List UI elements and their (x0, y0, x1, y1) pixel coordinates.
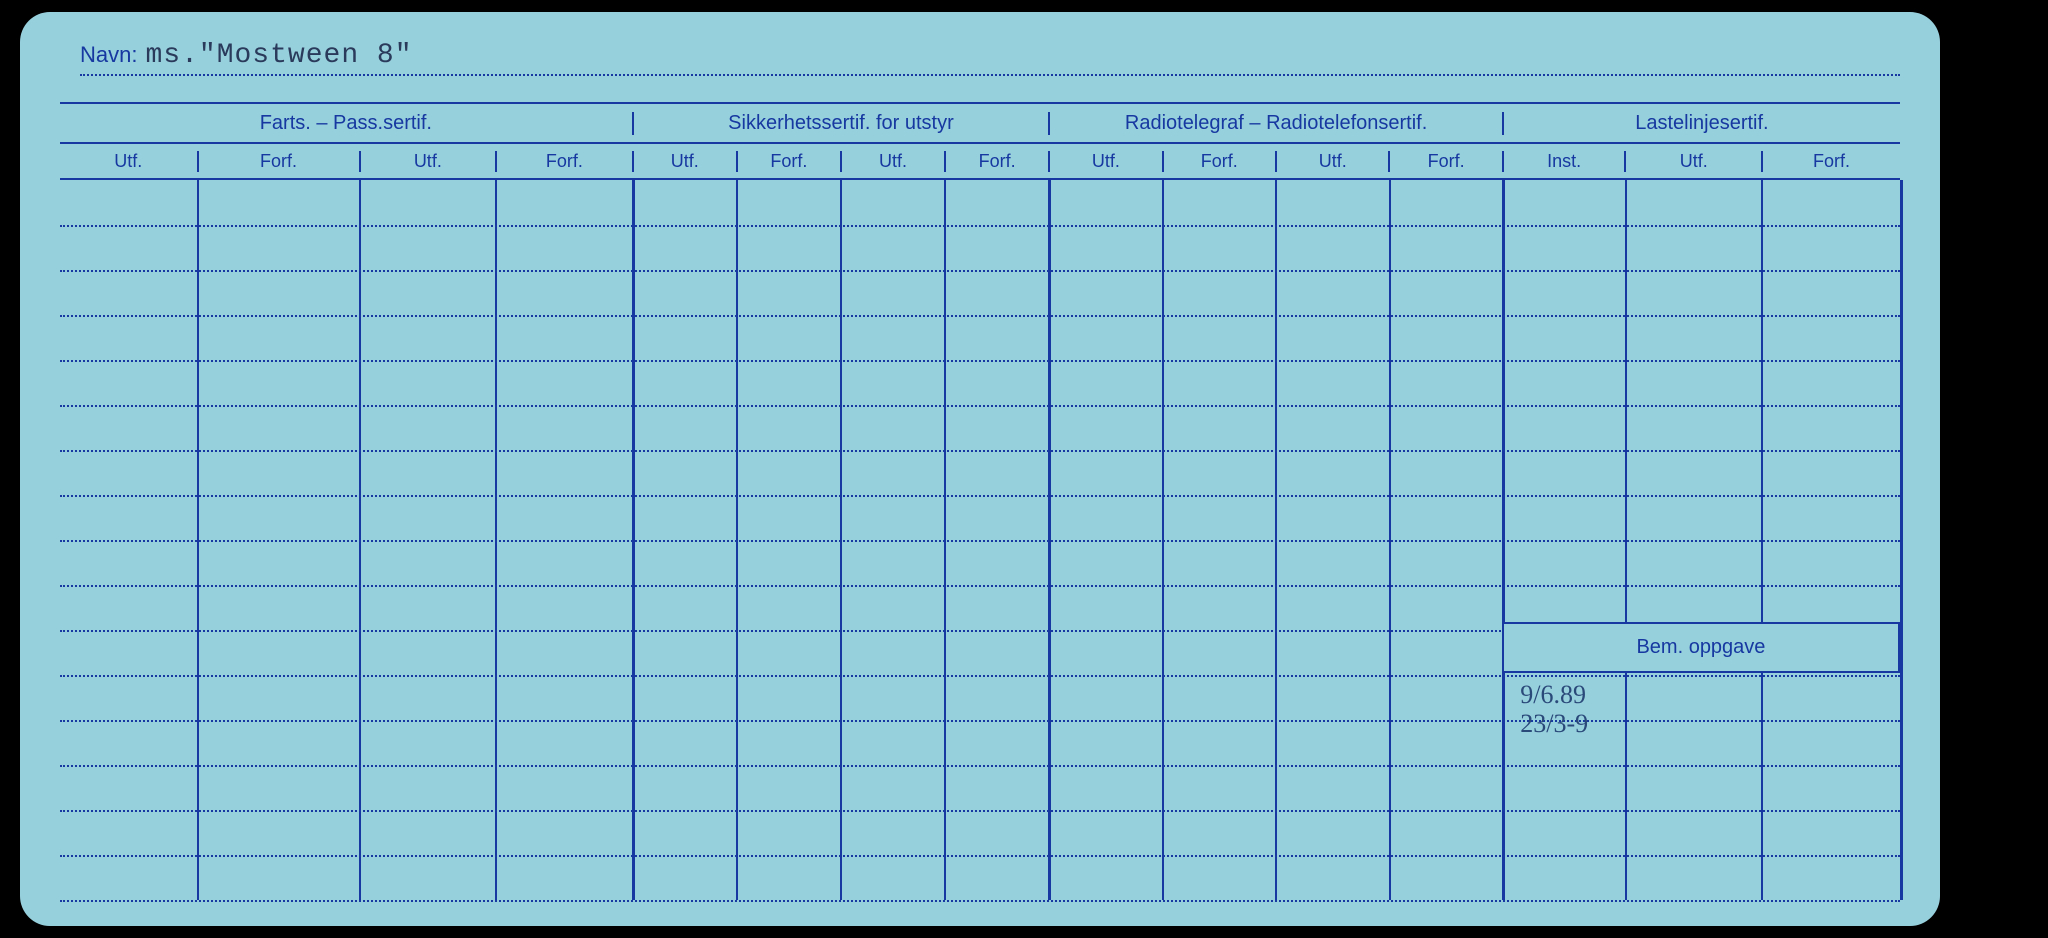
sub-header: Forf. (1388, 151, 1501, 172)
navn-underline (80, 74, 1900, 76)
group-header: Farts. – Pass.sertif. (60, 112, 632, 135)
sub-headers-row: Utf.Forf.Utf.Forf.Utf.Forf.Utf.Forf.Utf.… (60, 142, 1900, 180)
group-headers-row: Farts. – Pass.sertif.Sikkerhetssertif. f… (60, 104, 1900, 142)
row-line (60, 585, 1900, 587)
sub-header: Forf. (1162, 151, 1275, 172)
sub-header: Forf. (197, 151, 359, 172)
row-line (60, 315, 1900, 317)
group-header: Lastelinjesertif. (1502, 112, 1900, 135)
sub-header: Utf. (632, 151, 736, 172)
punch-hole (1970, 113, 2018, 161)
row-line (60, 540, 1900, 542)
row-line (60, 450, 1900, 452)
bem-divider (1625, 675, 1627, 900)
sub-header: Inst. (1502, 151, 1625, 172)
row-line (60, 405, 1900, 407)
navn-value: ms."Mostween 8" (145, 40, 412, 71)
handwritten-entry: 23/3-9 (1520, 710, 1588, 739)
row-line (60, 360, 1900, 362)
row-line (60, 225, 1900, 227)
punch-hole (1970, 611, 2018, 659)
punch-hole (1970, 196, 2018, 244)
row-line (60, 900, 1900, 902)
punch-hole (1970, 694, 2018, 742)
sub-header: Forf. (736, 151, 840, 172)
index-card: Navn: ms."Mostween 8" Farts. – Pass.sert… (20, 12, 1940, 926)
column-divider (1900, 180, 1903, 900)
navn-label: Navn: (80, 42, 137, 68)
handwritten-block: 9/6.8923/3-9 (1520, 681, 1588, 738)
punch-hole (1970, 30, 2018, 78)
row-line (60, 495, 1900, 497)
handwritten-entry: 9/6.89 (1520, 681, 1588, 710)
punch-holes (1970, 30, 2020, 908)
sub-header: Utf. (359, 151, 496, 172)
sub-header: Utf. (840, 151, 944, 172)
sub-header: Utf. (60, 151, 197, 172)
group-header: Sikkerhetssertif. for utstyr (632, 112, 1049, 135)
sub-header: Forf. (944, 151, 1048, 172)
rows-area: Bem. oppgave 9/6.8923/3-9 (60, 180, 1900, 900)
group-header: Radiotelegraf – Radiotelefonsertif. (1048, 112, 1502, 135)
punch-hole (1970, 362, 2018, 410)
row-line (60, 270, 1900, 272)
sub-header: Utf. (1624, 151, 1761, 172)
punch-hole (1970, 528, 2018, 576)
punch-hole (1970, 860, 2018, 908)
bem-oppgave-label: Bem. oppgave (1502, 622, 1900, 673)
punch-hole (1970, 279, 2018, 327)
certificate-grid: Farts. – Pass.sertif.Sikkerhetssertif. f… (60, 102, 1900, 896)
sub-header: Utf. (1048, 151, 1161, 172)
punch-hole (1970, 777, 2018, 825)
punch-hole (1970, 445, 2018, 493)
sub-header: Utf. (1275, 151, 1388, 172)
sub-header: Forf. (495, 151, 632, 172)
sub-header: Forf. (1761, 151, 1900, 172)
